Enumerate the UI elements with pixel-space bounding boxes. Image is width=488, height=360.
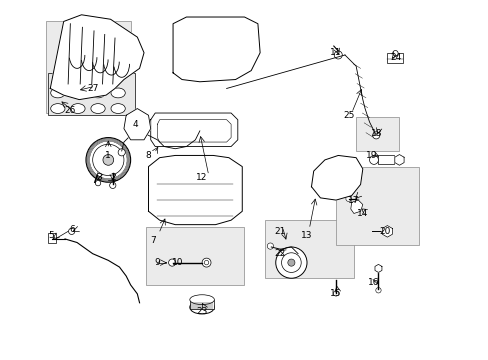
- Text: 26: 26: [64, 106, 76, 115]
- Bar: [355, 117, 398, 151]
- Bar: [189, 300, 214, 310]
- Text: 27: 27: [87, 84, 98, 93]
- Circle shape: [322, 165, 349, 191]
- Bar: [146, 227, 244, 285]
- Text: 14: 14: [356, 209, 368, 218]
- Polygon shape: [148, 156, 242, 225]
- Text: 1: 1: [105, 151, 111, 160]
- Ellipse shape: [229, 35, 246, 52]
- Text: 19: 19: [365, 151, 377, 160]
- Ellipse shape: [51, 104, 65, 113]
- Bar: [378, 154, 393, 165]
- Circle shape: [372, 132, 379, 139]
- Polygon shape: [394, 154, 403, 165]
- Text: 6: 6: [70, 225, 75, 234]
- Polygon shape: [382, 226, 391, 237]
- Polygon shape: [311, 156, 362, 200]
- Ellipse shape: [111, 88, 125, 98]
- Circle shape: [332, 175, 339, 181]
- Circle shape: [109, 182, 116, 189]
- Text: 10: 10: [171, 258, 183, 267]
- Circle shape: [103, 154, 113, 165]
- Circle shape: [267, 243, 273, 249]
- Bar: [386, 53, 403, 63]
- Text: 25: 25: [343, 111, 354, 120]
- Ellipse shape: [187, 218, 203, 224]
- Polygon shape: [150, 113, 237, 147]
- Ellipse shape: [71, 88, 85, 98]
- Text: 20: 20: [379, 227, 390, 236]
- Circle shape: [86, 138, 130, 182]
- Circle shape: [281, 253, 301, 273]
- Ellipse shape: [91, 104, 105, 113]
- Circle shape: [129, 121, 133, 124]
- Circle shape: [118, 149, 125, 156]
- Bar: [48, 73, 135, 115]
- Circle shape: [287, 259, 294, 266]
- Circle shape: [275, 247, 306, 278]
- Ellipse shape: [204, 35, 221, 52]
- Circle shape: [327, 170, 344, 186]
- Circle shape: [132, 123, 142, 134]
- Circle shape: [93, 144, 123, 176]
- Bar: [264, 220, 353, 278]
- Bar: [335, 167, 418, 245]
- Text: 13: 13: [301, 231, 312, 240]
- Circle shape: [345, 196, 350, 202]
- Ellipse shape: [51, 88, 65, 98]
- Text: 12: 12: [196, 173, 207, 182]
- Ellipse shape: [91, 88, 105, 98]
- Bar: [46, 22, 130, 113]
- Ellipse shape: [111, 104, 125, 113]
- Circle shape: [202, 258, 211, 267]
- Circle shape: [392, 50, 397, 56]
- Text: 24: 24: [390, 53, 401, 62]
- Circle shape: [375, 288, 380, 293]
- Ellipse shape: [189, 295, 214, 305]
- Circle shape: [204, 260, 208, 265]
- Text: 17: 17: [347, 195, 359, 204]
- Polygon shape: [123, 109, 150, 140]
- Text: 3: 3: [96, 173, 102, 182]
- Text: 5: 5: [49, 231, 54, 240]
- Ellipse shape: [189, 301, 214, 314]
- Text: 2: 2: [110, 173, 115, 182]
- Text: 8: 8: [145, 151, 151, 160]
- Polygon shape: [350, 200, 362, 213]
- Circle shape: [95, 180, 101, 186]
- Ellipse shape: [71, 104, 85, 113]
- Circle shape: [369, 156, 378, 165]
- Text: 18: 18: [370, 129, 381, 138]
- Text: 22: 22: [274, 249, 285, 258]
- Polygon shape: [374, 264, 381, 273]
- Bar: [48, 233, 56, 243]
- Text: 11: 11: [329, 48, 341, 57]
- Text: 15: 15: [329, 289, 341, 298]
- Ellipse shape: [180, 35, 197, 52]
- Circle shape: [68, 228, 75, 234]
- Text: 9: 9: [154, 258, 160, 267]
- Text: 4: 4: [132, 120, 138, 129]
- Polygon shape: [173, 17, 260, 82]
- Polygon shape: [50, 15, 144, 100]
- Text: 7: 7: [150, 236, 156, 245]
- Circle shape: [142, 133, 145, 137]
- Text: 23: 23: [196, 307, 207, 316]
- Text: 16: 16: [367, 278, 379, 287]
- Text: 21: 21: [274, 227, 285, 236]
- Circle shape: [333, 291, 338, 296]
- Circle shape: [142, 121, 145, 124]
- Circle shape: [168, 259, 175, 266]
- Circle shape: [129, 133, 133, 137]
- Circle shape: [334, 51, 342, 59]
